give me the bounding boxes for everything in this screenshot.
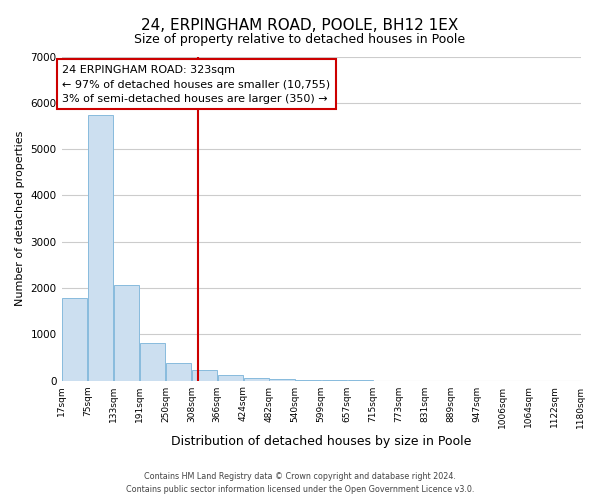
Bar <box>192 370 217 380</box>
Text: 24 ERPINGHAM ROAD: 323sqm
← 97% of detached houses are smaller (10,755)
3% of se: 24 ERPINGHAM ROAD: 323sqm ← 97% of detac… <box>62 65 331 104</box>
Text: Size of property relative to detached houses in Poole: Size of property relative to detached ho… <box>134 32 466 46</box>
Bar <box>244 378 269 380</box>
Y-axis label: Number of detached properties: Number of detached properties <box>15 131 25 306</box>
Bar <box>166 364 191 380</box>
Bar <box>269 379 295 380</box>
Bar <box>113 285 139 380</box>
Bar <box>88 115 113 380</box>
Text: Contains HM Land Registry data © Crown copyright and database right 2024.
Contai: Contains HM Land Registry data © Crown c… <box>126 472 474 494</box>
Bar <box>218 376 243 380</box>
Bar <box>140 342 165 380</box>
Bar <box>62 298 87 380</box>
Text: 24, ERPINGHAM ROAD, POOLE, BH12 1EX: 24, ERPINGHAM ROAD, POOLE, BH12 1EX <box>142 18 458 32</box>
X-axis label: Distribution of detached houses by size in Poole: Distribution of detached houses by size … <box>171 434 471 448</box>
